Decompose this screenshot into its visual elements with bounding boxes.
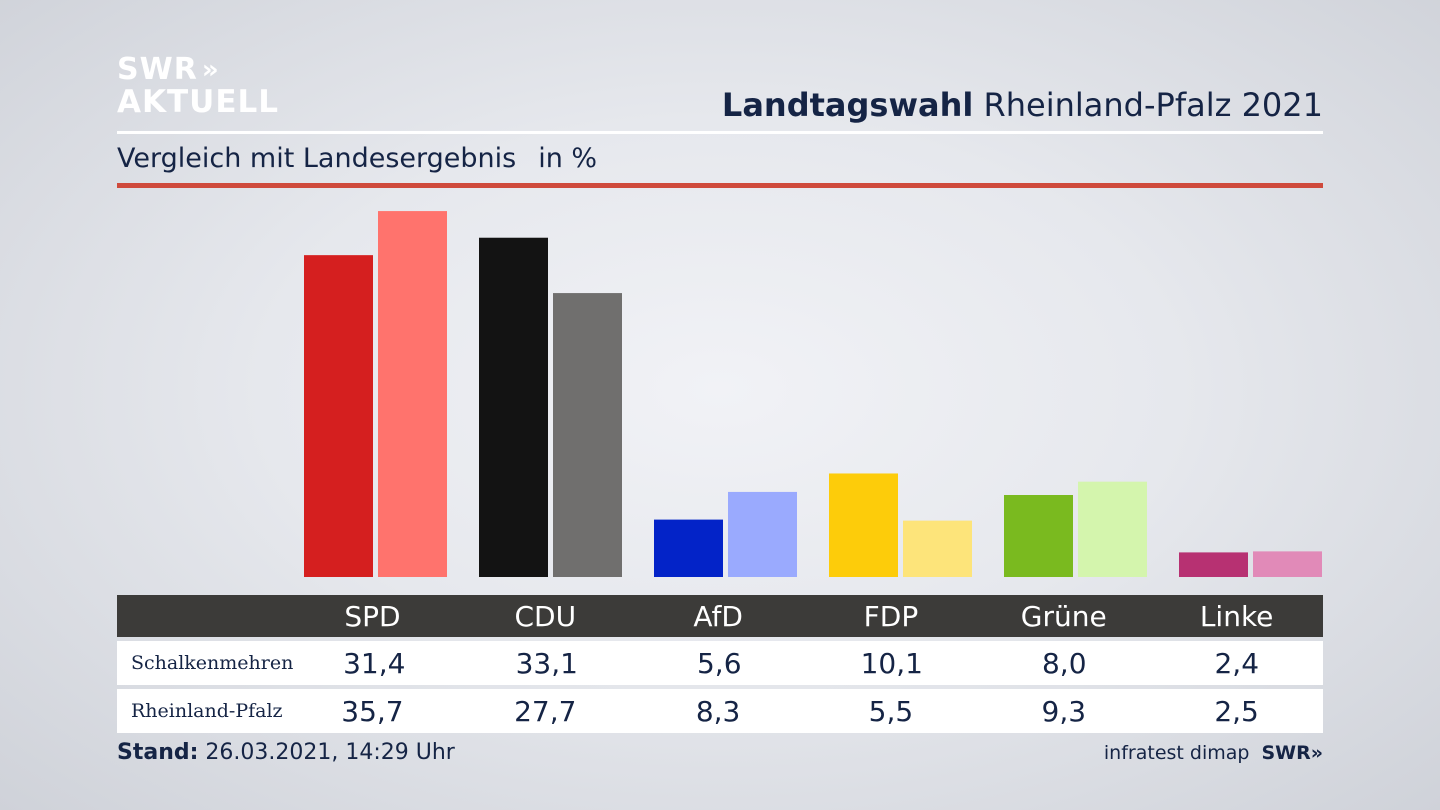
value-cell: 8,0 <box>1041 646 1087 680</box>
bar-fdp-rheinland-pfalz <box>903 520 972 577</box>
bar-afd-rheinland-pfalz <box>728 491 797 577</box>
title-rest: Rheinland-Pfalz 2021 <box>983 86 1323 124</box>
stand-value: 26.03.2021, 14:29 Uhr <box>205 740 455 765</box>
table-row: Schalkenmehren 31,4 33,1 5,6 10,1 8,0 2,4 <box>117 641 1323 685</box>
value-cell: 35,7 <box>341 694 404 728</box>
bar-cdu-schalkenmehren <box>479 237 548 577</box>
category-header: AfD <box>693 599 743 633</box>
stand-label: Stand: <box>117 740 199 765</box>
category-header: SPD <box>344 599 401 633</box>
bar-grne-schalkenmehren <box>1004 495 1073 577</box>
bar-spd-schalkenmehren <box>304 255 373 577</box>
value-cell: 10,1 <box>860 646 923 680</box>
value-cell: 2,4 <box>1214 646 1260 680</box>
bar-chart-svg <box>304 211 1322 577</box>
bar-chart <box>117 200 1323 577</box>
title-divider <box>117 131 1323 134</box>
timestamp: Stand: 26.03.2021, 14:29 Uhr <box>117 740 455 765</box>
chevron-right-icon: » <box>201 55 219 85</box>
title-bold: Landtagswahl <box>721 86 974 124</box>
unit-label: in % <box>538 143 598 174</box>
table-header-empty <box>117 595 286 637</box>
value-cell: 8,3 <box>695 694 741 728</box>
subtitle-divider <box>117 183 1323 188</box>
logo-aktuell-text: AKTUELL <box>117 84 280 120</box>
category-header: Grüne <box>1020 599 1107 633</box>
value-cell: 2,5 <box>1214 694 1259 728</box>
source-text: infratest dimap <box>1103 742 1250 764</box>
logo-swr-text: SWR <box>117 52 198 87</box>
value-cell: 31,4 <box>343 646 406 680</box>
chart-subtitle: Vergleich mit Landesergebnis in % <box>117 143 597 174</box>
value-cell: 5,6 <box>696 646 742 680</box>
category-header: FDP <box>863 599 919 633</box>
bar-afd-schalkenmehren <box>654 519 723 577</box>
bar-fdp-schalkenmehren <box>829 473 898 577</box>
value-cell: 33,1 <box>515 646 578 680</box>
subtitle-text: Vergleich mit Landesergebnis <box>117 143 517 174</box>
source-credit: infratest dimap SWR» <box>1104 742 1323 764</box>
value-cell: 27,7 <box>514 694 577 728</box>
bar-linke-schalkenmehren <box>1179 552 1248 577</box>
value-cell: 9,3 <box>1041 694 1087 728</box>
table-header-row: SPD CDU AfD FDP Grüne Linke <box>117 595 1323 637</box>
results-table: SPD CDU AfD FDP Grüne Linke Schalkenmehren 31… <box>117 595 1323 733</box>
bar-cdu-rheinland-pfalz <box>553 293 622 577</box>
swr-aktuell-logo: SWR» AKTUELL <box>117 52 280 120</box>
row-label: Rheinland-Pfalz <box>131 700 283 722</box>
category-header: Linke <box>1199 599 1274 633</box>
bar-spd-rheinland-pfalz <box>378 211 447 577</box>
category-header: CDU <box>514 599 577 633</box>
value-cell: 5,5 <box>868 694 914 728</box>
page-title: Landtagswahl Rheinland-Pfalz 2021 <box>722 86 1323 124</box>
table-row: Rheinland-Pfalz 35,7 27,7 8,3 5,5 9,3 2,5 <box>117 689 1323 733</box>
bar-linke-rheinland-pfalz <box>1253 551 1322 577</box>
bar-grne-rheinland-pfalz <box>1078 481 1147 577</box>
swr-footer-logo: SWR» <box>1261 742 1323 764</box>
row-label: Schalkenmehren <box>131 652 294 674</box>
